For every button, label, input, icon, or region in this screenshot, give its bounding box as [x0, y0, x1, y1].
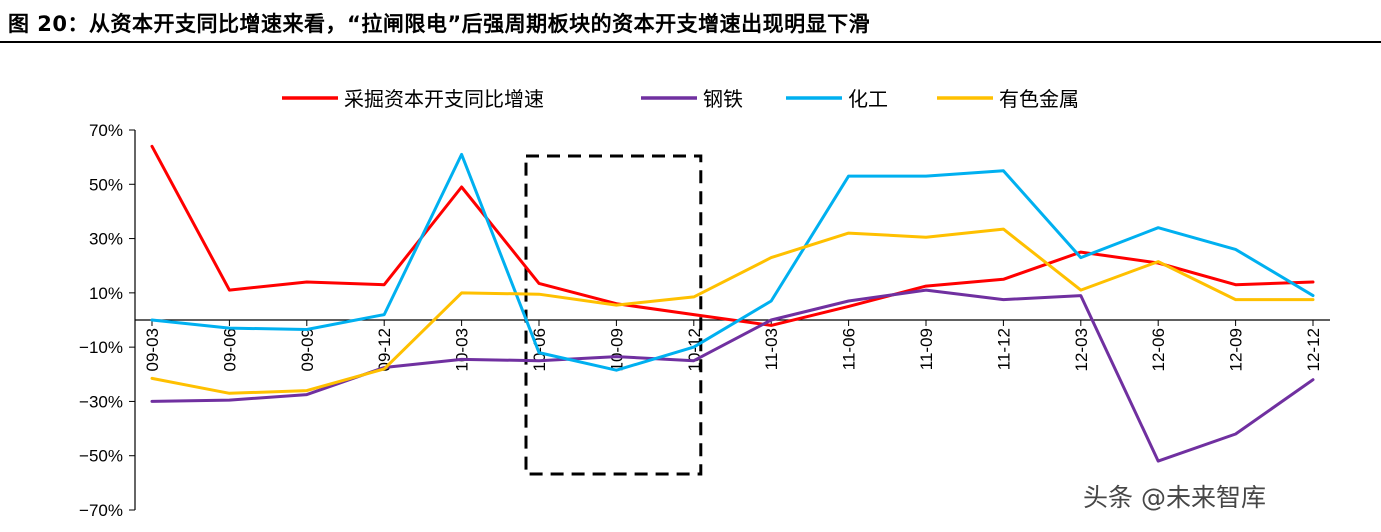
- x-tick-label: 09-09: [298, 328, 317, 371]
- x-tick-label: 09-03: [143, 328, 162, 371]
- series-lines: [150, 144, 1315, 463]
- x-tick-label: 11-09: [917, 328, 936, 370]
- legend-label-0: 采掘资本开支同比增速: [344, 87, 544, 111]
- y-tick-label: 30%: [89, 230, 123, 249]
- y-tick-label: −30%: [79, 392, 123, 411]
- x-tick-label: 11-03: [762, 328, 781, 370]
- x-tick-label: 12-03: [1072, 328, 1091, 371]
- series-line-1: [150, 288, 1315, 463]
- highlight-box: [524, 154, 703, 476]
- y-tick-label: −70%: [79, 501, 123, 520]
- x-tick-label: 09-12: [375, 328, 394, 371]
- y-tick-label: −50%: [79, 447, 123, 466]
- x-tick-label: 10-09: [607, 328, 626, 371]
- highlight-rect: [524, 154, 703, 476]
- x-tick-label: 12-09: [1227, 328, 1246, 371]
- x-tick-label: 11-12: [994, 328, 1013, 370]
- y-tick-label: −10%: [79, 338, 123, 357]
- title-rule: [0, 41, 1381, 43]
- series-line-2: [150, 152, 1315, 372]
- axes: 70% 50% 30% 10% −10% −30% −50% −70% 09-03 09-06 09…: [79, 121, 1330, 520]
- x-tick-label: 10-03: [453, 328, 472, 371]
- legend-label-3: 有色金属: [999, 87, 1079, 111]
- x-tick-label: 12-12: [1304, 328, 1323, 371]
- legend: 采掘资本开支同比增速 钢铁 化工 有色金属: [282, 87, 1079, 111]
- legend-label-2: 化工: [848, 87, 888, 111]
- watermark: 头条 @未来智库: [1083, 483, 1266, 512]
- series-line-0: [150, 144, 1315, 327]
- y-tick-label: 10%: [89, 284, 123, 303]
- x-tick-label: 12-06: [1149, 328, 1168, 371]
- legend-label-1: 钢铁: [703, 87, 743, 111]
- x-tick-label: 11-06: [840, 328, 859, 370]
- x-tick-label: 09-06: [220, 328, 239, 371]
- y-tick-label: 50%: [89, 175, 123, 194]
- figure-title: 图 20：从资本开支同比增速来看，“拉闸限电”后强周期板块的资本开支增速出现明显…: [8, 12, 871, 36]
- y-tick-label: 70%: [89, 121, 123, 140]
- series-line-3: [150, 227, 1315, 395]
